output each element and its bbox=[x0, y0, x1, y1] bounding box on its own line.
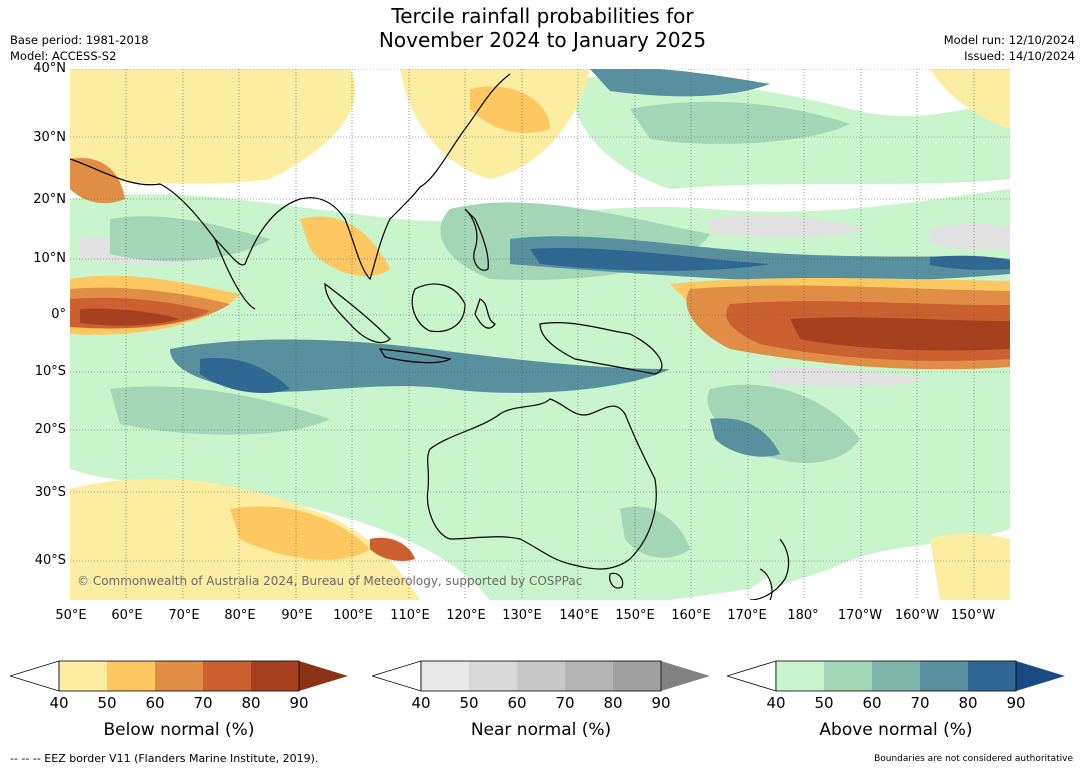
title-line-2: November 2024 to January 2025 bbox=[378, 28, 707, 52]
below-swatch-1 bbox=[107, 661, 155, 691]
sumatra-coastline bbox=[324, 282, 391, 344]
asia-mainland-coastline bbox=[70, 73, 511, 281]
above-normal-colorbar bbox=[727, 660, 1065, 692]
borneo-coastline bbox=[411, 283, 466, 333]
map-canvas bbox=[70, 69, 1010, 600]
lon-label: 140°E bbox=[559, 608, 599, 623]
eez-border-note: -- -- -- EEZ border V11 (Flanders Marine… bbox=[10, 752, 319, 765]
above-swatch-2 bbox=[872, 661, 920, 691]
below-swatch-5 bbox=[299, 661, 348, 691]
below-tick: 70 bbox=[193, 694, 213, 712]
lon-label: 160°E bbox=[671, 608, 711, 623]
new-zealand-coastline bbox=[749, 538, 790, 600]
lon-label: 60°E bbox=[111, 608, 143, 623]
above-tick: 70 bbox=[910, 694, 930, 712]
below-tick: 40 bbox=[49, 694, 69, 712]
coastlines bbox=[70, 73, 790, 600]
lon-label: 70°E bbox=[168, 608, 200, 623]
lon-label: 120°E bbox=[446, 608, 486, 623]
above-tick: 60 bbox=[862, 694, 882, 712]
near-swatch-1 bbox=[469, 661, 517, 691]
near-swatch-4 bbox=[613, 661, 661, 691]
lat-label: 30°N bbox=[33, 130, 66, 145]
near-tick: 90 bbox=[651, 694, 671, 712]
india-south-coastline bbox=[214, 238, 256, 310]
lon-label: 90°E bbox=[281, 608, 313, 623]
new-guinea-coastline bbox=[539, 322, 663, 375]
near-tick: 70 bbox=[555, 694, 575, 712]
near-tick: 80 bbox=[603, 694, 623, 712]
lon-label: 160°W bbox=[894, 608, 940, 623]
below-swatch-0 bbox=[59, 661, 107, 691]
near-swatch-2 bbox=[517, 661, 565, 691]
lon-label: 150°W bbox=[950, 608, 996, 623]
tasmania-coastline bbox=[609, 572, 624, 589]
near-normal-title: Near normal (%) bbox=[470, 720, 612, 740]
near-tick: 50 bbox=[459, 694, 479, 712]
above-swatch-4 bbox=[968, 661, 1016, 691]
below-swatch-2 bbox=[155, 661, 203, 691]
title-line-1: Tercile rainfall probabilities for bbox=[391, 4, 694, 28]
below-tick: 60 bbox=[145, 694, 165, 712]
above-tick: 90 bbox=[1006, 694, 1026, 712]
below-normal-colorbar bbox=[10, 660, 348, 692]
lon-label: 50°E bbox=[55, 608, 87, 623]
model-run-text: Model run: 12/10/2024 bbox=[943, 33, 1075, 47]
below-tick: 80 bbox=[241, 694, 261, 712]
below-swatch-4 bbox=[251, 661, 299, 691]
sulawesi-coastline bbox=[474, 298, 496, 329]
above-normal-very-strong-regions bbox=[200, 247, 1010, 394]
lon-label: 170°E bbox=[727, 608, 767, 623]
lat-label: 40°N bbox=[33, 61, 66, 76]
lat-label: 10°N bbox=[33, 251, 66, 266]
base-period-text: Base period: 1981-2018 bbox=[10, 33, 149, 47]
near-swatch-0 bbox=[421, 661, 469, 691]
map-title: Tercile rainfall probabilities for Novem… bbox=[0, 4, 1085, 52]
below-tick: 90 bbox=[289, 694, 309, 712]
below-normal-title: Below normal (%) bbox=[103, 720, 255, 740]
above-swatch-1 bbox=[824, 661, 872, 691]
above-normal-title: Above normal (%) bbox=[819, 720, 973, 740]
boundaries-note: Boundaries are not considered authoritat… bbox=[874, 754, 1073, 764]
near-swatch-5 bbox=[661, 661, 710, 691]
lon-label: 180° bbox=[787, 608, 819, 623]
copyright-notice: © Commonwealth of Australia 2024, Bureau… bbox=[77, 574, 583, 588]
australia-coastline bbox=[426, 398, 657, 570]
above-tick: 80 bbox=[958, 694, 978, 712]
near-tick: 40 bbox=[411, 694, 431, 712]
above-swatch-0 bbox=[776, 661, 824, 691]
above-tick: 50 bbox=[814, 694, 834, 712]
below-swatch-3 bbox=[203, 661, 251, 691]
rainfall-probability-map bbox=[70, 69, 1010, 600]
lat-label: 10°S bbox=[34, 364, 66, 379]
run-info: Model run: 12/10/2024 Issued: 14/10/2024 bbox=[944, 32, 1075, 64]
java-coastline bbox=[378, 348, 452, 364]
below-tick: 50 bbox=[97, 694, 117, 712]
above-swatch-5 bbox=[1016, 661, 1065, 691]
lon-label: 100°E bbox=[333, 608, 373, 623]
lat-label: 20°N bbox=[33, 192, 66, 207]
below-normal-extreme-regions bbox=[80, 308, 1010, 351]
near-tick: 60 bbox=[507, 694, 527, 712]
near-swatch-3 bbox=[565, 661, 613, 691]
above-tick: 40 bbox=[766, 694, 786, 712]
model-info: Base period: 1981-2018 Model: ACCESS-S2 bbox=[10, 32, 149, 64]
lon-label: 130°E bbox=[502, 608, 542, 623]
lat-label: 20°S bbox=[34, 422, 66, 437]
lon-label: 110°E bbox=[390, 608, 430, 623]
above-swatch-3 bbox=[920, 661, 968, 691]
lat-label: 40°S bbox=[34, 553, 66, 568]
lon-label: 170°W bbox=[837, 608, 883, 623]
lat-label: 30°S bbox=[34, 485, 66, 500]
near-normal-colorbar bbox=[372, 660, 710, 692]
lon-label: 80°E bbox=[224, 608, 256, 623]
issued-date-text: Issued: 14/10/2024 bbox=[964, 49, 1075, 63]
model-name-text: Model: ACCESS-S2 bbox=[10, 49, 117, 63]
lon-label: 150°E bbox=[615, 608, 655, 623]
philippines-coastline bbox=[464, 208, 489, 271]
lat-label: 0° bbox=[51, 307, 66, 322]
graticule bbox=[70, 69, 1010, 600]
